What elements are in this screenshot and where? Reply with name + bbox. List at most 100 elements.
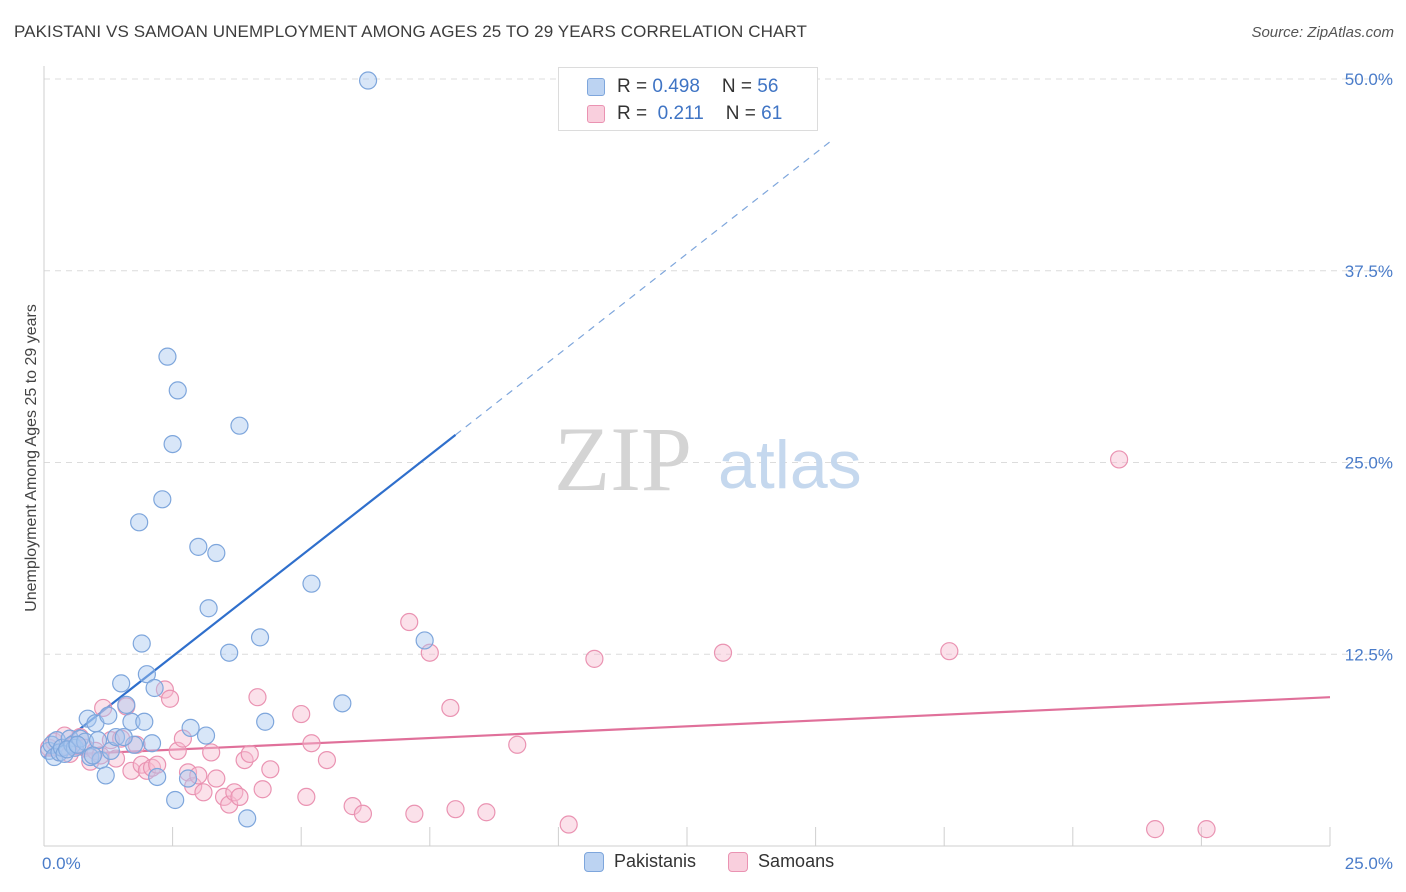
samoan-point	[248, 688, 267, 707]
pakistani-point	[168, 381, 187, 400]
pakistani-point	[163, 434, 182, 454]
samoan-point	[713, 643, 733, 662]
y-tick-label: 50.0%	[1345, 70, 1393, 89]
pakistani-point	[238, 809, 257, 828]
samoan-swatch	[587, 105, 605, 123]
source-label: Source: ZipAtlas.com	[1251, 24, 1394, 41]
samoan-point	[297, 787, 316, 807]
pakistani-point	[333, 694, 352, 713]
samoan-points	[40, 450, 1216, 839]
samoan-point	[446, 800, 465, 819]
pakistani-point	[145, 678, 164, 698]
samoan-point	[405, 804, 424, 823]
legend-n-label: N =	[721, 76, 758, 97]
pakistani-point	[250, 628, 270, 647]
samoan-point	[207, 769, 226, 788]
samoan-point	[142, 758, 162, 777]
samoan-point	[1197, 820, 1216, 839]
legend-item-pakistanis[interactable]: Pakistanis	[584, 851, 696, 872]
samoan-point	[230, 787, 249, 807]
samoan-point	[508, 735, 527, 754]
pakistani-point	[112, 674, 131, 693]
samoan-point	[353, 804, 373, 823]
pakistani-point	[415, 631, 434, 650]
pakistani-point	[220, 643, 239, 662]
pakistani-points	[40, 71, 434, 828]
pakistani-point	[135, 712, 154, 731]
pakistani-point	[142, 734, 162, 753]
pakistani-point	[256, 712, 275, 731]
pakistani-point	[88, 731, 108, 750]
pakistani-point	[230, 416, 249, 435]
pakistani-point	[166, 790, 185, 810]
samoan-point	[441, 698, 460, 718]
samoan-point	[189, 766, 208, 785]
pakistani-point	[83, 746, 102, 765]
samoan-point	[178, 763, 198, 782]
legend-row-samoan: R = 0.211 N = 61	[587, 102, 782, 126]
samoan-point	[1109, 450, 1129, 469]
axes	[43, 66, 1331, 847]
pakistani-point	[158, 347, 177, 366]
samoan-point	[253, 780, 272, 799]
legend-r-label: R =	[617, 76, 653, 97]
pakistani-point	[130, 513, 149, 532]
x-tick-label: 25.0%	[1345, 854, 1393, 873]
gridlines	[44, 78, 1392, 655]
pakistani-point	[117, 695, 136, 714]
pakistani-point	[148, 767, 167, 787]
pakistani-point	[153, 490, 172, 509]
pakistani-trend-extension	[455, 140, 832, 436]
legend-label-pakistanis: Pakistanis	[614, 851, 697, 871]
pakistani-point	[207, 543, 226, 563]
pakistani-point	[114, 727, 133, 747]
legend-label-samoans: Samoans	[758, 851, 835, 871]
samoan-point	[194, 783, 213, 802]
pakistani-point	[58, 740, 77, 759]
samoan-point	[122, 761, 141, 780]
samoan-point	[302, 734, 321, 753]
pakistani-point	[137, 665, 156, 684]
pakistani-point	[101, 741, 120, 760]
samoan-point	[261, 760, 280, 779]
samoan-point	[400, 612, 419, 632]
samoan-point	[477, 803, 496, 822]
watermark-atlas: atlas	[718, 427, 862, 503]
pakistani-point	[358, 71, 378, 90]
chart-title: PAKISTANI VS SAMOAN UNEMPLOYMENT AMONG A…	[14, 22, 807, 41]
samoan-point	[559, 815, 578, 834]
samoan-point	[343, 797, 362, 816]
y-axis-title: Unemployment Among Ages 25 to 29 years	[23, 304, 40, 612]
samoan-point	[940, 642, 959, 661]
pakistani-point	[199, 599, 218, 618]
samoan-point	[202, 743, 221, 762]
pakistani-point	[132, 634, 151, 653]
pakistani-point	[181, 718, 200, 737]
pakistani-point	[189, 537, 208, 556]
y-tick-label: 25.0%	[1345, 454, 1393, 473]
samoan-point	[292, 704, 311, 724]
samoan-point	[1146, 820, 1165, 839]
samoan-point	[160, 689, 180, 708]
legend-row-pakistani: R = 0.498 N = 56	[587, 75, 778, 99]
samoan-point	[585, 649, 604, 668]
legend-n-value: 56	[757, 76, 779, 97]
samoans-swatch	[728, 851, 749, 872]
watermark-zip: ZIP	[554, 408, 692, 510]
pakistani-point	[178, 769, 198, 788]
pakistani-point	[122, 712, 141, 731]
y-tick-label: 37.5%	[1345, 262, 1393, 281]
pakistani-trend-line	[43, 434, 457, 758]
samoan-point	[240, 744, 259, 764]
pakistani-point	[196, 726, 216, 745]
legend-r-value: 0.211	[652, 103, 704, 124]
legend-item-samoans[interactable]: Samoans	[728, 851, 834, 872]
tick-labels: 12.5% 25.0% 37.5% 50.0% 0.0% 25.0%	[42, 70, 1393, 873]
x-tick-label: 0.0%	[42, 854, 81, 873]
pakistani-point	[96, 766, 115, 785]
pakistani-point	[124, 735, 144, 754]
pakistani-point	[65, 738, 84, 757]
trend-lines	[43, 140, 1331, 758]
stats-legend: R = 0.498 N = 56 R = 0.211 N = 61	[558, 67, 818, 131]
